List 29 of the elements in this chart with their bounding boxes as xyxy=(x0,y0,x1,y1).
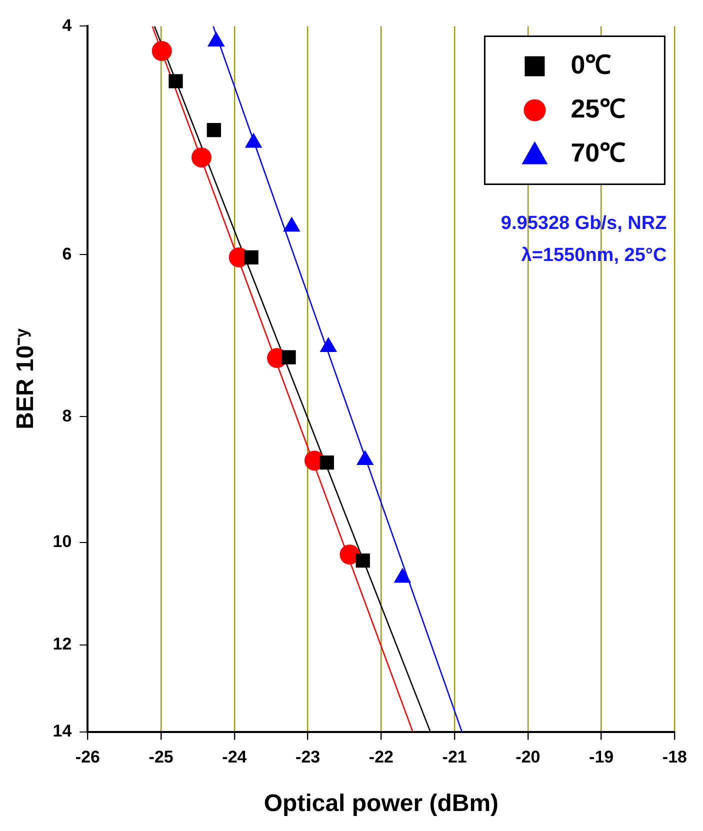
point xyxy=(168,74,183,88)
x-tick-label: -24 xyxy=(222,748,248,767)
point xyxy=(206,122,221,138)
y-axis-title: BER 10⁻ʸ xyxy=(12,328,40,430)
x-tick-label: -19 xyxy=(589,748,614,767)
y-tick-label: 12 xyxy=(52,634,72,654)
y-tick-label: 14 xyxy=(52,721,72,740)
point xyxy=(282,350,296,364)
legend-label: 25℃ xyxy=(570,93,626,124)
point xyxy=(356,554,370,568)
point xyxy=(320,455,334,470)
x-tick-label: -20 xyxy=(516,748,540,767)
point xyxy=(191,147,212,168)
x-tick-label: -26 xyxy=(75,748,100,767)
y-tick-label: 4 xyxy=(62,16,72,35)
x-tick-label: -22 xyxy=(368,748,394,767)
y-tick-label: 8 xyxy=(62,406,72,426)
x-axis-title: Optical power (dBm) xyxy=(264,790,499,818)
y-tick-label: 6 xyxy=(62,244,72,264)
point xyxy=(340,544,360,565)
x-tick-label: -23 xyxy=(296,748,320,767)
legend-label: 70℃ xyxy=(570,137,626,168)
point xyxy=(244,250,258,264)
legend-label: 0℃ xyxy=(570,49,612,80)
x-tick-label: -21 xyxy=(442,748,467,767)
y-tick-label: 10 xyxy=(52,532,72,551)
x-tick-label: -25 xyxy=(148,748,174,767)
x-tick-label: -18 xyxy=(662,748,688,767)
point xyxy=(152,40,172,61)
